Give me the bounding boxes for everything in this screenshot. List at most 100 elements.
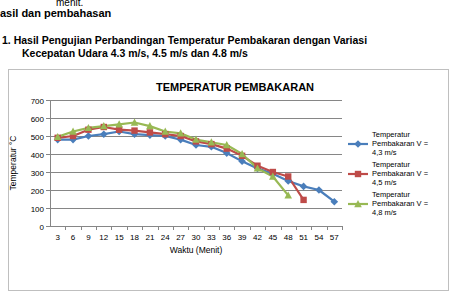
- point: [85, 132, 93, 140]
- grid-line: [50, 118, 342, 119]
- grid-line: [50, 208, 342, 209]
- x-tick: [188, 226, 189, 230]
- x-tick-label: 3: [55, 233, 60, 242]
- chart-title: TEMPERATUR PEMBAKARAN: [156, 81, 314, 93]
- x-tick: [111, 226, 112, 230]
- point: [115, 120, 123, 127]
- point: [208, 138, 216, 145]
- x-tick-label: 48: [284, 233, 293, 242]
- legend-label: TemperaturPembakaran V =4,3 m/s: [372, 130, 429, 157]
- x-tick-label: 18: [130, 233, 139, 242]
- y-tick: [46, 226, 50, 227]
- y-tick: [46, 100, 50, 101]
- series-line: [58, 127, 304, 200]
- point: [238, 150, 246, 157]
- series-line: [58, 132, 335, 202]
- x-tick: [219, 226, 220, 230]
- x-tick-label: 21: [145, 233, 154, 242]
- point: [161, 128, 169, 135]
- grid-line: [50, 154, 342, 155]
- document-line: 1. Hasil Pengujian Perbandingan Temperat…: [2, 34, 367, 46]
- x-tick-label: 51: [299, 233, 308, 242]
- x-tick: [96, 226, 97, 230]
- y-tick-label: 300: [31, 169, 45, 178]
- point: [315, 186, 323, 194]
- document-line: Kecepatan Udara 4.3 m/s, 4.5 m/s dan 4.8…: [22, 47, 248, 59]
- point: [254, 164, 262, 171]
- page: menit.asil dan pembahasan1. Hasil Penguj…: [0, 0, 449, 292]
- x-tick: [204, 226, 205, 230]
- x-tick-label: 39: [238, 233, 247, 242]
- x-tick-label: 24: [161, 233, 170, 242]
- legend-label: TemperaturPembakaran V =4,5 m/s: [372, 160, 429, 187]
- y-tick: [46, 190, 50, 191]
- y-tick: [46, 208, 50, 209]
- x-tick-label: 57: [330, 233, 339, 242]
- chart-frame: [9, 70, 449, 291]
- x-tick-label: 27: [176, 233, 185, 242]
- x-tick: [311, 226, 312, 230]
- x-tick: [65, 226, 66, 230]
- grid-line: [50, 172, 342, 173]
- point: [192, 136, 200, 143]
- point: [223, 141, 231, 148]
- y-tick: [46, 172, 50, 173]
- point: [100, 122, 108, 129]
- legend-label: TemperaturPembakaran V =4,8 m/s: [372, 190, 429, 217]
- grid-line: [50, 226, 342, 227]
- point: [284, 191, 292, 198]
- point: [69, 128, 77, 135]
- y-tick-label: 500: [31, 133, 45, 142]
- x-tick: [265, 226, 266, 230]
- point: [300, 183, 308, 191]
- x-tick: [281, 226, 282, 230]
- x-tick: [81, 226, 82, 230]
- x-tick: [173, 226, 174, 230]
- y-tick-label: 700: [31, 97, 45, 106]
- plot-area: [54, 119, 338, 206]
- x-tick: [234, 226, 235, 230]
- y-tick-label: 200: [31, 187, 45, 196]
- point: [331, 198, 339, 206]
- point: [85, 124, 93, 131]
- y-tick-label: 0: [40, 223, 45, 232]
- legend-marker: [355, 171, 361, 177]
- series-line: [58, 123, 289, 196]
- y-tick-label: 600: [31, 115, 45, 124]
- point: [177, 129, 185, 136]
- x-tick: [250, 226, 251, 230]
- x-tick: [327, 226, 328, 230]
- legend-marker: [354, 200, 362, 207]
- point: [285, 173, 291, 179]
- document-line: asil dan pembahasan: [0, 7, 112, 19]
- x-tick: [127, 226, 128, 230]
- y-tick: [46, 136, 50, 137]
- grid-line: [50, 100, 342, 101]
- x-tick: [342, 226, 343, 230]
- point: [146, 122, 154, 129]
- x-tick: [158, 226, 159, 230]
- x-axis-label: Waktu (Menit): [170, 245, 223, 255]
- legend: TemperaturPembakaran V =4,3 m/s Temperatu…: [348, 130, 429, 217]
- point: [131, 119, 139, 126]
- y-tick-label: 100: [31, 205, 45, 214]
- point: [131, 127, 137, 133]
- y-tick: [46, 154, 50, 155]
- point: [300, 197, 306, 203]
- x-tick-label: 9: [86, 233, 91, 242]
- y-tick: [46, 118, 50, 119]
- x-tick-label: 54: [314, 233, 323, 242]
- point: [147, 129, 153, 135]
- point: [54, 133, 62, 140]
- y-axis-label: Temperatur °C: [8, 136, 18, 191]
- x-tick-label: 36: [222, 233, 231, 242]
- x-tick-label: 12: [99, 233, 108, 242]
- x-tick-label: 6: [71, 233, 76, 242]
- y-axis: [50, 100, 51, 226]
- x-tick-label: 30: [192, 233, 201, 242]
- point: [100, 130, 108, 138]
- legend-marker: [354, 140, 362, 148]
- x-tick-label: 33: [207, 233, 216, 242]
- x-tick-label: 45: [268, 233, 277, 242]
- x-tick-label: 15: [115, 233, 124, 242]
